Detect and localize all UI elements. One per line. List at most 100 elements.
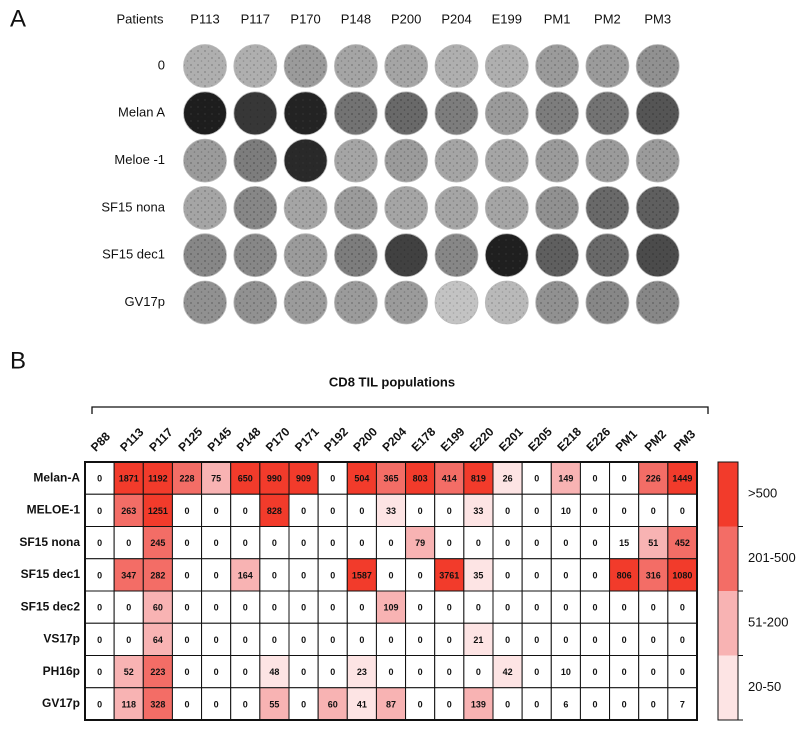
cell-value: 6	[563, 699, 568, 709]
well-spots	[536, 186, 579, 229]
cell	[638, 493, 669, 527]
cell-value: 0	[388, 667, 393, 677]
cell-value: 0	[97, 506, 102, 516]
cell-value: 0	[418, 506, 423, 516]
column-label: E199	[438, 424, 468, 454]
cell	[142, 493, 173, 527]
cell-value: 0	[243, 603, 248, 613]
cell-value: 0	[359, 506, 364, 516]
cell-value: 0	[476, 603, 481, 613]
well-spots	[184, 234, 226, 277]
cell	[405, 461, 436, 495]
cell	[288, 590, 319, 624]
cell	[142, 622, 173, 656]
cell-value: 0	[651, 667, 656, 677]
cell-value: 0	[505, 635, 510, 645]
cell	[609, 590, 640, 624]
cell-value: 52	[124, 667, 134, 677]
well-spots	[385, 92, 428, 135]
cell-value: 0	[272, 635, 277, 645]
well-spots	[385, 45, 428, 87]
cell-value: 0	[680, 603, 685, 613]
cell	[550, 687, 581, 721]
cell-value: 0	[214, 603, 219, 613]
cell-value: 0	[97, 603, 102, 613]
cell-value: 0	[301, 570, 306, 580]
cell	[259, 526, 290, 560]
well-spots	[435, 92, 478, 135]
well-spots	[334, 139, 377, 182]
cell-value: 0	[447, 699, 452, 709]
cell	[259, 655, 290, 689]
legend-label: 201-500	[748, 550, 796, 565]
well-spots	[485, 234, 528, 277]
cell	[171, 655, 203, 689]
well-spots	[636, 281, 679, 324]
cell-value: 75	[211, 474, 221, 484]
cell	[317, 558, 348, 592]
bracket	[91, 406, 709, 414]
cell-value: 819	[471, 474, 486, 484]
cell	[609, 461, 640, 495]
cell	[667, 622, 698, 656]
legend-swatch	[718, 462, 738, 527]
well-spots	[435, 139, 478, 182]
cell-value: 0	[97, 474, 102, 484]
cell-value: 0	[184, 635, 189, 645]
cell	[142, 461, 173, 495]
cell	[346, 558, 377, 592]
cell	[405, 622, 436, 656]
patient: E199	[492, 11, 522, 26]
cell-value: 0	[680, 667, 685, 677]
cell	[638, 622, 669, 656]
cell-value: 79	[415, 538, 425, 548]
cell	[113, 687, 144, 721]
column-label: P192	[321, 424, 351, 454]
cell-value: 0	[563, 603, 568, 613]
well-spots	[485, 92, 528, 135]
patient: PM3	[644, 11, 671, 26]
cell-value: 0	[505, 603, 510, 613]
cell-value: 0	[418, 570, 423, 580]
cell-value: 35	[473, 570, 483, 580]
cell-value: 245	[150, 538, 165, 548]
cell-value: 0	[418, 635, 423, 645]
column-label: E178	[409, 424, 439, 454]
cell-value: 0	[388, 570, 393, 580]
cell	[375, 493, 407, 527]
well-spots	[284, 92, 327, 135]
cell-value: 0	[592, 635, 597, 645]
cell	[550, 526, 581, 560]
cell	[84, 493, 115, 527]
well-spots	[334, 45, 377, 87]
cell-value: 0	[680, 506, 685, 516]
cell-value: 0	[592, 538, 597, 548]
cell-value: 0	[651, 506, 656, 516]
cell	[492, 526, 523, 560]
well-spots	[184, 45, 226, 87]
cell-value: 15	[619, 538, 629, 548]
cell	[317, 461, 348, 495]
legend-swatch	[718, 526, 738, 591]
cell	[84, 655, 115, 689]
cell-value: 0	[447, 506, 452, 516]
cell	[550, 590, 581, 624]
well-spots	[284, 45, 327, 87]
cell-value: 0	[330, 506, 335, 516]
cell	[288, 622, 319, 656]
cell-value: 0	[272, 570, 277, 580]
cell-value: 0	[505, 570, 510, 580]
well-spots	[636, 45, 679, 87]
cell-value: 1251	[148, 506, 168, 516]
cell	[375, 687, 407, 721]
cell-value: 0	[534, 474, 539, 484]
cell-value: 316	[646, 570, 661, 580]
patient: P113	[190, 11, 219, 26]
cell	[317, 622, 348, 656]
cell-value: 0	[592, 603, 597, 613]
cell-value: 42	[503, 667, 513, 677]
cell	[288, 526, 319, 560]
cell-value: 0	[592, 699, 597, 709]
cell-value: 0	[301, 538, 306, 548]
column-label: E205	[525, 424, 555, 454]
